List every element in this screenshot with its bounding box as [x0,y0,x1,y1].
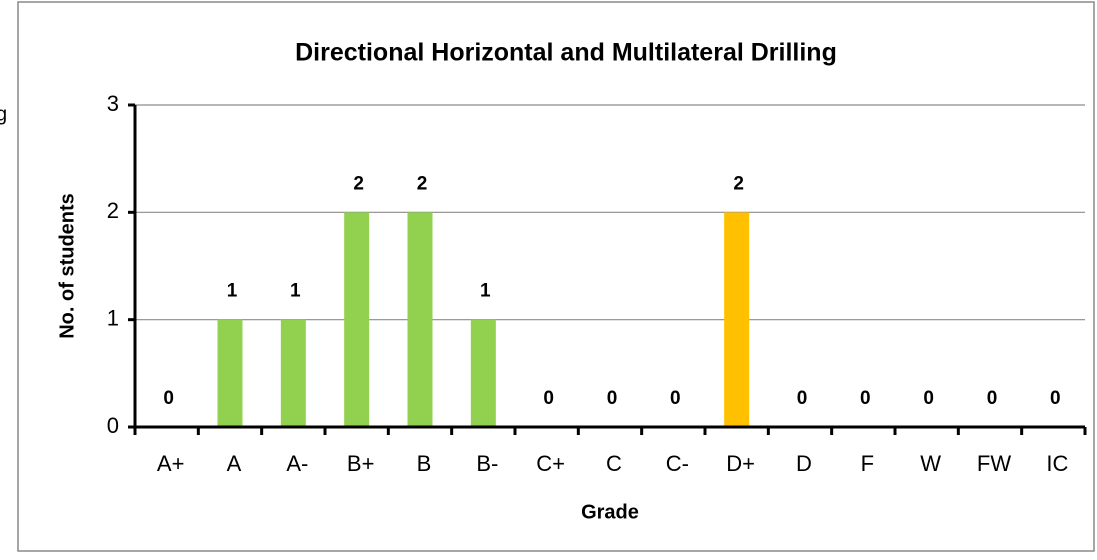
data-label: 2 [417,173,428,194]
x-tick-label: D [796,451,812,476]
x-tick-label: IC [1046,451,1068,476]
bar [280,319,306,427]
x-axis-title: Grade [581,501,639,523]
data-label: 1 [290,281,301,302]
data-label: 1 [227,281,238,302]
x-tick-label: B- [476,451,498,476]
data-label: 0 [163,388,174,409]
bar [470,319,496,427]
data-label: 0 [607,388,618,409]
x-tick-label: A- [286,451,308,476]
bar [407,212,433,427]
x-tick-label: F [861,451,874,476]
annotation: g [0,103,7,125]
data-label: 0 [860,388,871,409]
y-tick-label: 1 [107,305,119,330]
data-label: 2 [353,173,364,194]
data-label: 1 [480,281,491,302]
x-tick-label: W [920,451,941,476]
x-tick-label: B+ [347,451,375,476]
y-tick-label: 3 [107,91,119,116]
x-tick-label: C- [666,451,689,476]
x-tick-label: C+ [536,451,565,476]
x-tick-label: C [606,451,622,476]
data-label: 2 [733,173,744,194]
x-tick-label: FW [977,451,1011,476]
data-label: 0 [670,388,681,409]
data-label: 0 [797,388,808,409]
data-label: 0 [987,388,998,409]
chart-frame [17,1,1095,552]
x-tick-label: B [417,451,432,476]
y-axis-title: No. of students [56,193,78,339]
data-label: 0 [1050,388,1061,409]
x-tick-label: D+ [726,451,755,476]
bar [217,319,243,427]
data-label: 0 [923,388,934,409]
chart-title: Directional Horizontal and Multilateral … [295,39,837,67]
bar [724,212,750,427]
y-tick-label: 0 [107,413,119,438]
x-tick-label: A [227,451,242,476]
y-tick-label: 2 [107,198,119,223]
data-label: 0 [543,388,554,409]
x-tick-label: A+ [157,451,185,476]
bar [344,212,370,427]
